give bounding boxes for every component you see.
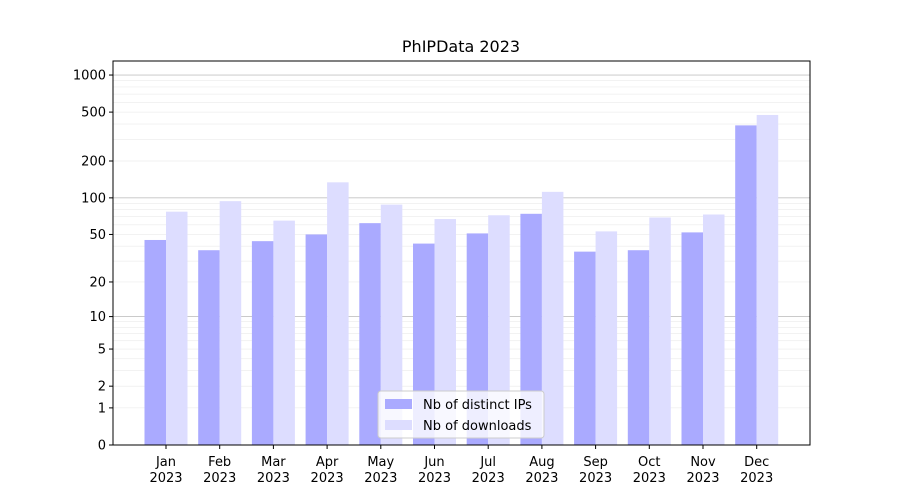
x-tick-label-month: Apr — [316, 455, 339, 470]
x-tick-label-month: Jun — [423, 455, 444, 470]
bar-downloads — [434, 219, 456, 445]
x-tick-label-year: 2023 — [203, 471, 236, 486]
legend: Nb of distinct IPs Nb of downloads — [377, 390, 545, 439]
x-tick-label-year: 2023 — [525, 471, 558, 486]
x-tick-label-year: 2023 — [257, 471, 290, 486]
bar-downloads — [219, 201, 242, 445]
bar-ips — [198, 250, 220, 445]
x-tick-label-month: Jul — [479, 455, 496, 470]
x-tick-label-year: 2023 — [579, 471, 612, 486]
bar-ips — [305, 234, 328, 445]
bar-downloads — [703, 214, 725, 445]
y-tick-label: 200 — [81, 155, 106, 170]
bar-ips — [144, 239, 166, 445]
bar-downloads — [327, 182, 349, 445]
x-tick-label-year: 2023 — [149, 471, 182, 486]
bar-ips — [627, 250, 650, 445]
bar-downloads — [541, 191, 564, 445]
x-tick-label-year: 2023 — [364, 471, 397, 486]
bar-downloads — [380, 204, 403, 445]
legend-swatch — [385, 399, 412, 409]
x-tick-label-month: Aug — [529, 455, 554, 470]
bar-downloads — [756, 114, 779, 446]
x-tick-label-year: 2023 — [311, 471, 344, 486]
y-tick-label: 500 — [81, 106, 106, 121]
legend-label: Nb of downloads — [423, 419, 532, 434]
x-tick-label-year: 2023 — [472, 471, 505, 486]
bar-ips — [735, 125, 757, 445]
x-axis: Jan2023Feb2023Mar2023Apr2023May2023Jun20… — [149, 445, 773, 486]
x-tick-label-year: 2023 — [633, 471, 666, 486]
y-tick-label: 50 — [89, 228, 106, 243]
bar-downloads — [649, 217, 671, 445]
y-tick-label: 0 — [98, 439, 106, 454]
bar-ips — [359, 223, 381, 445]
bar-downloads — [488, 215, 510, 445]
legend-box — [377, 390, 545, 439]
y-tick-label: 1000 — [73, 69, 106, 84]
x-tick-label-year: 2023 — [686, 471, 719, 486]
x-tick-label-month: May — [367, 455, 394, 470]
bar-ips — [681, 232, 703, 445]
x-tick-label-month: Jan — [155, 455, 176, 470]
y-tick-label: 10 — [89, 310, 106, 325]
x-tick-label-month: Mar — [261, 455, 286, 470]
x-tick-label-month: Feb — [208, 455, 231, 470]
y-tick-label: 20 — [89, 275, 106, 290]
y-axis: 0 1 2 5 10 20 50 100 200 500 1000 — [73, 69, 113, 454]
x-tick-label-month: Nov — [690, 455, 716, 470]
bar-ips — [520, 213, 542, 445]
plot-frame — [112, 60, 811, 446]
bar-downloads — [273, 220, 295, 445]
x-tick-label-month: Sep — [583, 455, 608, 470]
chart-title: PhIPData 2023 — [402, 37, 520, 56]
y-tick-label: 1 — [98, 401, 106, 416]
x-tick-label-year: 2023 — [418, 471, 451, 486]
y-tick-label: 5 — [98, 343, 106, 358]
x-tick-label-year: 2023 — [740, 471, 773, 486]
legend-label: Nb of distinct IPs — [423, 398, 532, 413]
y-tick-label: 2 — [98, 380, 106, 395]
bar-downloads — [595, 231, 618, 445]
y-tick-label: 100 — [81, 191, 106, 206]
x-tick-label-month: Dec — [744, 455, 769, 470]
bar-ips — [251, 241, 274, 445]
legend-swatch — [385, 420, 412, 430]
x-tick-label-month: Oct — [638, 455, 660, 470]
bar-downloads — [166, 211, 188, 445]
bar-ips — [574, 251, 596, 445]
